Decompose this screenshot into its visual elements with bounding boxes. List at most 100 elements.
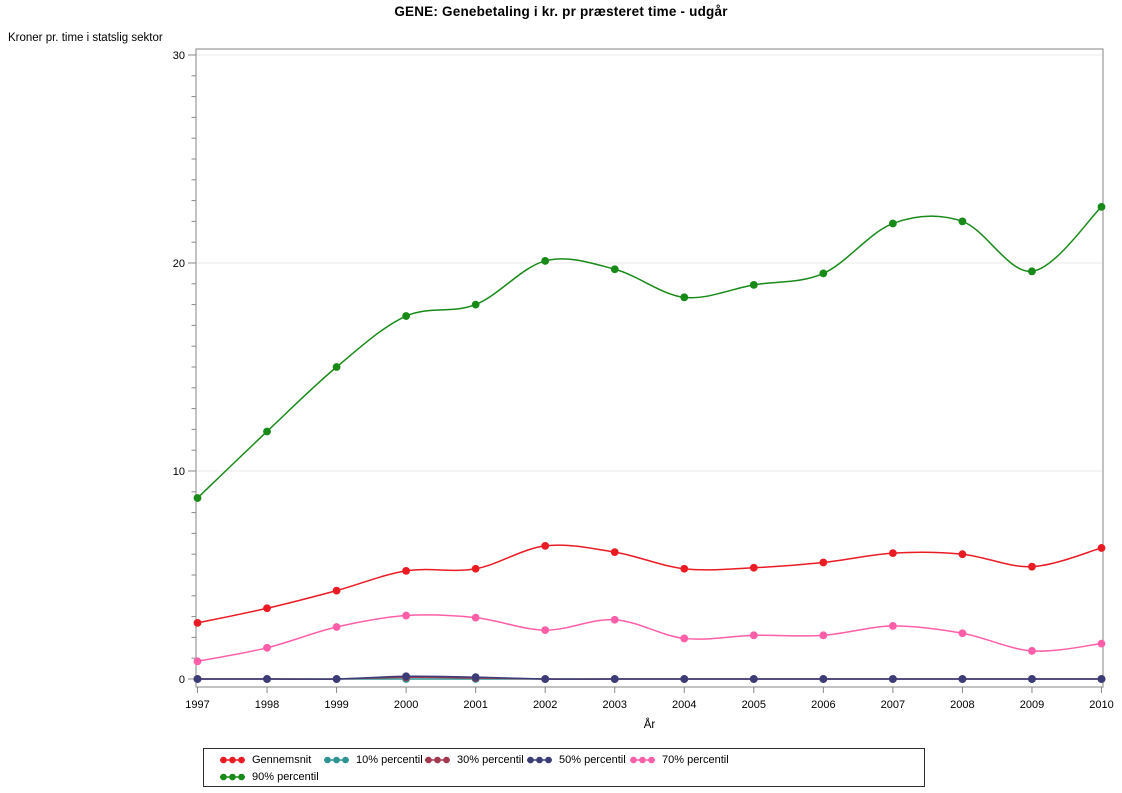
x-tick-label: 2003 xyxy=(602,699,626,711)
series-point-90-percentil xyxy=(958,217,967,226)
series-point-70-percentil xyxy=(749,631,758,640)
series-point-50-percentil xyxy=(471,673,480,682)
series-point-70-percentil xyxy=(958,629,967,638)
series-point-50-percentil xyxy=(1028,675,1036,683)
y-tick-label: 0 xyxy=(179,674,185,686)
legend-label-gennemsnit: Gennemsnit xyxy=(252,754,312,766)
legend-marker-10-percentil xyxy=(324,756,349,764)
series-line-50-percentil xyxy=(197,675,1102,680)
series-point-50-percentil xyxy=(402,672,411,681)
series-point-50-percentil xyxy=(332,675,341,683)
x-tick-label: 2006 xyxy=(811,699,835,711)
series-point-70-percentil xyxy=(402,611,411,620)
series-point-70-percentil xyxy=(819,631,828,640)
y-tick-label: 20 xyxy=(173,258,185,270)
legend-item-30-percentil: 30% percentil xyxy=(424,752,524,768)
series-point-70-percentil xyxy=(888,622,897,630)
series-point-50-percentil xyxy=(610,675,619,683)
legend-item-90-percentil: 90% percentil xyxy=(219,769,319,785)
series-point-90-percentil xyxy=(541,257,550,265)
y-tick-label: 10 xyxy=(173,466,185,478)
series-point-90-percentil xyxy=(680,293,689,302)
series-point-gennemsnit xyxy=(610,548,619,557)
series-point-50-percentil xyxy=(819,675,828,683)
legend-marker-50-percentil xyxy=(527,756,552,764)
x-tick-label: 2001 xyxy=(463,699,487,711)
chart-title: GENE: Genebetaling i kr. pr præsteret ti… xyxy=(394,4,728,19)
legend-label-90-percentil: 90% percentil xyxy=(252,771,319,783)
series-point-90-percentil xyxy=(193,494,202,502)
series-point-50-percentil xyxy=(749,675,758,683)
series-point-gennemsnit xyxy=(402,566,411,575)
series-line-90-percentil xyxy=(196,206,1103,499)
series-point-70-percentil xyxy=(610,615,619,624)
series-point-gennemsnit xyxy=(1028,562,1036,571)
x-tick-label: 2010 xyxy=(1089,699,1113,711)
series-point-gennemsnit xyxy=(332,586,341,595)
y-axis-title: Kroner pr. time i statslig sektor xyxy=(8,32,163,44)
x-tick-label: 2000 xyxy=(394,699,418,711)
x-axis-title: År xyxy=(643,719,656,731)
legend-item-10-percentil: 10% percentil xyxy=(323,752,423,768)
series-point-90-percentil xyxy=(888,219,897,228)
series-point-gennemsnit xyxy=(680,564,689,573)
series-point-gennemsnit xyxy=(958,550,967,559)
series-point-gennemsnit xyxy=(263,604,271,613)
x-tick-label: 2009 xyxy=(1020,699,1044,711)
series-point-70-percentil xyxy=(263,643,271,652)
series-point-gennemsnit xyxy=(819,558,828,567)
series-point-gennemsnit xyxy=(541,541,550,550)
series-point-90-percentil xyxy=(749,280,758,289)
legend-label-10-percentil: 10% percentil xyxy=(356,754,423,766)
series-point-70-percentil xyxy=(471,613,480,622)
plot-frame xyxy=(195,48,1104,688)
series-point-90-percentil xyxy=(471,300,480,309)
series-point-gennemsnit xyxy=(749,563,758,572)
x-tick-label: 1997 xyxy=(185,699,209,711)
series-line-70-percentil xyxy=(197,614,1102,663)
legend-item-gennemsnit: Gennemsnit xyxy=(219,752,311,768)
series-point-gennemsnit xyxy=(888,549,897,558)
series-point-90-percentil xyxy=(819,269,828,278)
series-point-90-percentil xyxy=(332,363,341,371)
legend-label-50-percentil: 50% percentil xyxy=(559,754,626,766)
x-tick-label: 1999 xyxy=(324,699,348,711)
x-tick-label: 2007 xyxy=(881,699,905,711)
series-point-90-percentil xyxy=(402,312,411,320)
y-tick-label: 30 xyxy=(173,50,185,62)
x-tick-label: 1998 xyxy=(255,699,279,711)
series-point-gennemsnit xyxy=(193,618,202,627)
series-point-70-percentil xyxy=(1028,647,1036,655)
legend-label-30-percentil: 30% percentil xyxy=(457,754,524,766)
series-point-70-percentil xyxy=(541,626,550,635)
series-point-70-percentil xyxy=(332,623,341,631)
series-point-90-percentil xyxy=(263,427,271,436)
series-point-50-percentil xyxy=(680,675,689,683)
series-point-90-percentil xyxy=(610,265,619,274)
legend-marker-90-percentil xyxy=(220,773,245,781)
series-point-50-percentil xyxy=(263,675,271,683)
series-point-50-percentil xyxy=(193,675,202,683)
series-point-gennemsnit xyxy=(1097,544,1106,552)
series-point-70-percentil xyxy=(1097,639,1106,648)
legend-item-50-percentil: 50% percentil xyxy=(526,752,626,768)
legend-label-70-percentil: 70% percentil xyxy=(662,754,729,766)
legend-marker-30-percentil xyxy=(425,756,450,764)
series-point-50-percentil xyxy=(1097,675,1106,683)
series-point-50-percentil xyxy=(958,675,967,683)
x-tick-label: 2002 xyxy=(533,699,557,711)
series-line-gennemsnit xyxy=(197,544,1102,624)
x-tick-label: 2008 xyxy=(950,699,974,711)
legend-marker-70-percentil xyxy=(630,756,655,764)
x-tick-label: 2004 xyxy=(672,699,696,711)
series-point-50-percentil xyxy=(541,675,550,683)
legend-marker-gennemsnit xyxy=(220,756,245,764)
legend: Gennemsnit 10% percentil 30% percentil 50% … xyxy=(203,748,925,787)
x-tick-label: 2005 xyxy=(742,699,766,711)
series-point-90-percentil xyxy=(1097,202,1106,211)
series-point-50-percentil xyxy=(888,675,897,683)
series-point-gennemsnit xyxy=(471,564,480,573)
series-point-70-percentil xyxy=(680,634,689,643)
